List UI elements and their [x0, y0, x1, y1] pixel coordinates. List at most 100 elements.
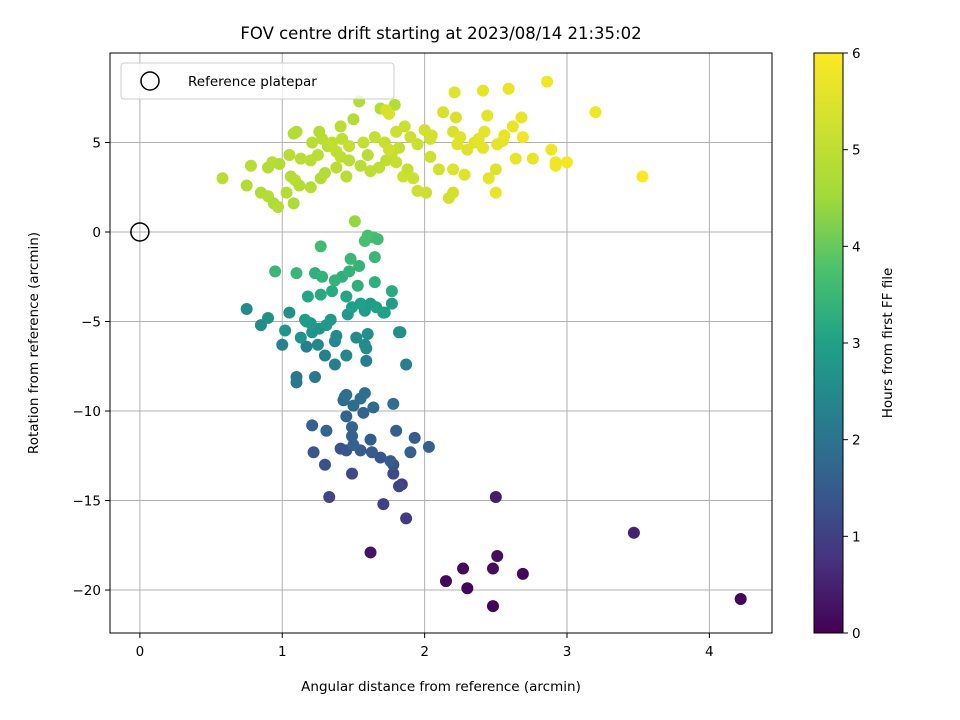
drift-point	[293, 179, 306, 192]
drift-point	[368, 251, 381, 264]
drift-point	[300, 315, 313, 328]
drift-point	[476, 84, 489, 97]
drift-point	[734, 592, 747, 605]
colorbar-tick-label: 1	[852, 529, 861, 545]
drift-point	[358, 338, 371, 351]
drift-point	[346, 430, 359, 443]
drift-point	[313, 125, 326, 138]
drift-point	[347, 439, 360, 452]
drift-point	[411, 138, 424, 151]
colorbar-tick-label: 2	[852, 433, 861, 449]
drift-point	[515, 111, 528, 124]
drift-point	[589, 106, 602, 119]
drift-point	[283, 306, 296, 319]
drift-point	[383, 143, 396, 156]
drift-point	[367, 401, 380, 414]
drift-point	[401, 163, 414, 176]
drift-point	[380, 104, 393, 117]
drift-point	[358, 387, 371, 400]
y-tick-label: −5	[81, 315, 101, 331]
drift-point	[306, 136, 319, 149]
colorbar	[813, 52, 844, 634]
legend-marker-hollow-circle	[140, 71, 160, 91]
drift-point	[290, 125, 303, 138]
drift-point	[393, 141, 406, 154]
drift-point	[388, 98, 401, 111]
drift-point	[262, 311, 275, 324]
drift-point	[354, 159, 367, 172]
plot-area-frame	[109, 52, 773, 634]
y-axis-ticks: −20 −15 −10 −5 0 5	[73, 136, 110, 599]
drift-point	[309, 371, 322, 384]
chart-title: FOV centre drift starting at 2023/08/14 …	[240, 24, 641, 43]
drift-point	[316, 270, 329, 283]
drift-point	[280, 186, 293, 199]
drift-point	[545, 143, 558, 156]
drift-point	[361, 328, 374, 341]
drift-point	[489, 490, 502, 503]
drift-point	[357, 136, 370, 149]
drift-point	[240, 179, 253, 192]
drift-point	[390, 125, 403, 138]
drift-point	[318, 458, 331, 471]
drift-point	[398, 120, 411, 133]
drift-point	[343, 265, 356, 278]
drift-point	[343, 154, 356, 167]
colorbar-tick-label: 6	[852, 46, 861, 62]
drift-point	[364, 433, 377, 446]
drift-point	[354, 297, 367, 310]
drift-point	[330, 329, 343, 342]
colorbar-label: Hours from first FF file	[880, 268, 896, 419]
legend: Reference platepar	[120, 62, 395, 100]
drift-point	[314, 240, 327, 253]
drift-point	[340, 410, 353, 423]
drift-point	[458, 168, 471, 181]
drift-point	[240, 302, 253, 315]
y-axis-label: Rotation from reference (arcmin)	[26, 232, 42, 454]
drift-point	[451, 138, 464, 151]
drift-point	[287, 197, 300, 210]
drift-point	[432, 163, 445, 176]
drift-point	[387, 467, 400, 480]
drift-point	[353, 260, 366, 273]
drift-point	[368, 131, 381, 144]
reference-platepar-marker	[130, 222, 150, 242]
drift-point	[549, 159, 562, 172]
drift-point	[320, 424, 333, 437]
drift-point	[390, 156, 403, 169]
drift-point	[361, 149, 374, 162]
drift-point	[290, 267, 303, 280]
drift-point	[326, 136, 339, 149]
drift-point	[506, 120, 519, 133]
x-tick-label: 3	[563, 644, 572, 660]
drift-point	[338, 390, 351, 403]
drift-point	[276, 338, 289, 351]
drift-point	[347, 113, 360, 126]
x-tick-label: 2	[420, 644, 429, 660]
drift-point	[294, 331, 307, 344]
drift-point	[502, 82, 515, 95]
colorbar-tick-label: 5	[852, 143, 861, 159]
drift-point	[271, 200, 284, 213]
drift-point	[489, 163, 502, 176]
drift-point	[400, 358, 413, 371]
drift-point	[368, 276, 381, 289]
drift-point	[323, 490, 336, 503]
drift-point	[425, 129, 438, 142]
drift-point	[370, 301, 383, 314]
legend-box	[120, 62, 395, 100]
drift-point	[343, 140, 356, 153]
drift-point	[279, 324, 292, 337]
drift-point	[269, 265, 282, 278]
drift-point	[478, 125, 491, 138]
drift-point	[365, 446, 378, 459]
drift-point	[393, 480, 406, 493]
drift-point	[273, 157, 286, 170]
plot-points	[216, 75, 747, 613]
drift-point	[404, 446, 417, 459]
drift-point	[334, 120, 347, 133]
drift-point	[244, 159, 257, 172]
drift-point	[311, 149, 324, 162]
drift-point	[350, 331, 363, 344]
